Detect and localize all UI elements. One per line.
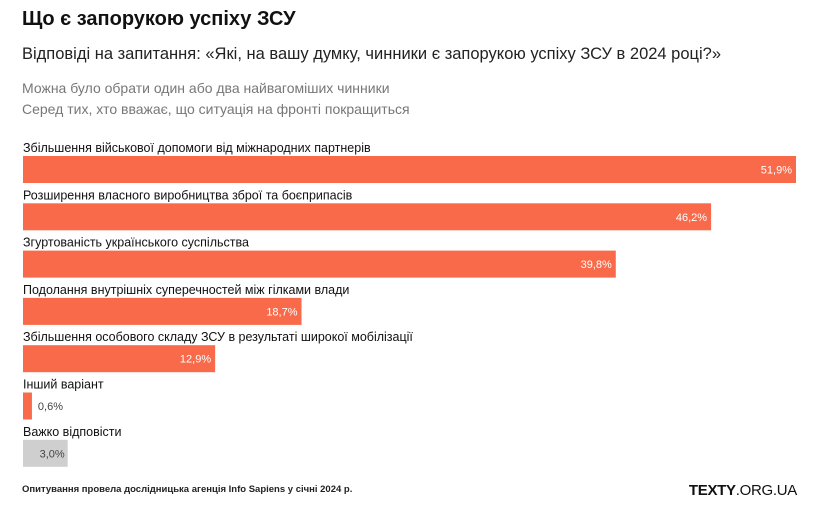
chart-note-1: Можна було обрати один або два найвагомі… bbox=[22, 80, 390, 96]
bar bbox=[23, 250, 616, 278]
chart-note-2: Серед тих, хто вважає, що ситуація на фр… bbox=[22, 101, 410, 117]
bar-value-label: 12,9% bbox=[180, 354, 211, 366]
brand-logo-bold: TEXTY bbox=[688, 482, 736, 499]
bar-value-label: 18,7% bbox=[266, 306, 297, 318]
brand-logo[interactable]: TEXTY.ORG.UA bbox=[689, 482, 797, 499]
bar bbox=[23, 345, 216, 373]
chart-title: Що є запорукою успіху ЗСУ bbox=[22, 8, 296, 30]
bar bbox=[23, 439, 68, 467]
bar bbox=[23, 392, 32, 420]
chart-subtitle: Відповіді на запитання: «Які, на вашу ду… bbox=[22, 45, 722, 63]
bar-value-label: 3,0% bbox=[40, 448, 65, 460]
brand-logo-domain: .ORG.UA bbox=[735, 482, 798, 499]
bar bbox=[23, 297, 302, 325]
bar bbox=[23, 203, 712, 231]
bar-category-label: Важко відповісти bbox=[23, 425, 122, 439]
bar-category-label: Інший варіант bbox=[23, 378, 104, 392]
bar-value-label: 39,8% bbox=[581, 259, 612, 271]
bar-category-label: Збільшення особового складу ЗСУ в резуль… bbox=[23, 330, 413, 344]
bar-value-label: 0,6% bbox=[38, 401, 63, 413]
bar-category-label: Розширення власного виробництва зброї та… bbox=[23, 188, 353, 202]
bar-category-label: Подолання внутрішніх суперечностей між г… bbox=[23, 283, 349, 297]
source-note: Опитування провела дослідницька агенція … bbox=[22, 484, 353, 495]
bar-category-label: Збільшення військової допомоги від міжна… bbox=[23, 141, 371, 155]
bar-value-label: 46,2% bbox=[676, 212, 707, 224]
bar bbox=[23, 156, 796, 183]
bar-category-label: Згуртованість українського суспільства bbox=[23, 236, 249, 250]
bar-value-label: 51,9% bbox=[761, 165, 792, 177]
